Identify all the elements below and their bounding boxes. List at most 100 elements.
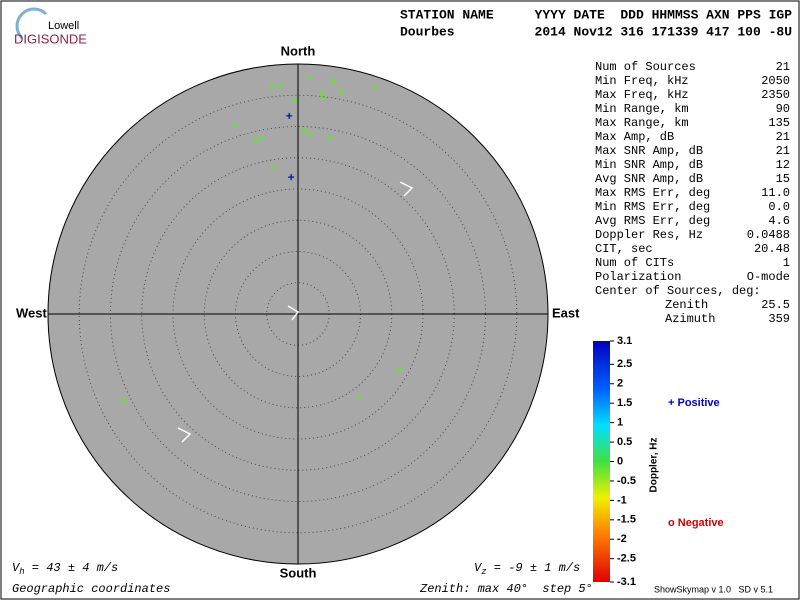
stat-value: 15: [776, 172, 790, 186]
source-negative: [307, 74, 313, 80]
center-value: 359: [768, 312, 790, 326]
compass-label: West: [16, 305, 47, 320]
stat-label: Max Amp, dB: [595, 130, 674, 144]
vz-text: = -9 ± 1 m/s: [487, 561, 581, 575]
source-negative: [330, 78, 336, 84]
stat-value: 21: [776, 130, 790, 144]
source-negative: [121, 397, 127, 403]
velocity-arrow: [399, 181, 414, 197]
stat-label: Min Range, km: [595, 102, 689, 116]
compass-label: North: [281, 43, 316, 58]
stat-label: Avg SNR Amp, dB: [595, 172, 703, 186]
source-negative: [327, 135, 333, 141]
source-negative: [232, 123, 238, 129]
stat-label: Min Freq, kHz: [595, 74, 689, 88]
header-value: 2014 Nov12 316 171339 417 100 -8U: [535, 24, 792, 39]
stat-value: 12: [776, 158, 790, 172]
legend-text: Positive: [677, 397, 719, 409]
source-negative: [277, 82, 283, 88]
colorbar-tick-label: 0.5: [617, 436, 632, 448]
stat-label: Avg RMS Err, deg: [595, 214, 710, 228]
source-negative: [321, 94, 327, 100]
header-label: STATION NAME: [400, 7, 494, 22]
source-negative: [292, 97, 298, 103]
colorbar-tick-label: 1.5: [617, 397, 632, 409]
footer-left: Geographic coordinates: [12, 582, 170, 596]
legend-text: Negative: [678, 517, 724, 529]
stat-value: 4.6: [768, 214, 790, 228]
center-value: 25.5: [761, 298, 790, 312]
colorbar-tick-label: -1.5: [617, 514, 636, 526]
stat-label: Max Range, km: [595, 116, 689, 130]
source-negative: [270, 164, 276, 170]
stat-label: Max SNR Amp, dB: [595, 144, 703, 158]
stat-label: Min SNR Amp, dB: [595, 158, 703, 172]
stat-label: Polarization: [595, 270, 681, 284]
vh-symbol: V: [12, 561, 21, 575]
compass-label: South: [280, 565, 317, 580]
stat-label: CIT, sec: [595, 242, 653, 256]
vh: Vh = 43 ± 4 m/s: [12, 561, 118, 577]
colorbar-tick-label: -0.5: [617, 475, 636, 487]
colorbar-tick-label: -3.1: [617, 576, 636, 588]
center-title: Center of Sources, deg:: [595, 284, 761, 298]
legend-positive: + Positive: [668, 397, 720, 409]
colorbar-label: Doppler, Hz: [649, 437, 660, 492]
source-negative: [307, 131, 313, 137]
logo-top: Lowell: [48, 20, 79, 32]
stat-value: 2350: [761, 88, 790, 102]
stat-value: 0.0488: [747, 228, 790, 242]
legend-negative: o Negative: [668, 517, 724, 529]
velocity-arrow: [287, 305, 300, 321]
source-negative: [253, 138, 259, 144]
compass-label: East: [552, 305, 580, 320]
stat-value: 21: [776, 60, 790, 74]
logo-bottom: DIGISONDE: [14, 31, 87, 46]
stat-value: 135: [768, 116, 790, 130]
stat-value: 20.48: [754, 242, 790, 256]
colorbar-tick-label: 3.1: [617, 335, 632, 347]
stat-label: Doppler Res, Hz: [595, 228, 703, 242]
source-negative: [397, 366, 403, 372]
source-negative: [319, 90, 325, 96]
source-negative: [301, 127, 307, 133]
stat-value: 0.0: [768, 200, 790, 214]
colorbar-tick-label: -2: [617, 533, 627, 545]
source-negative: [339, 89, 345, 95]
stat-value: 21: [776, 144, 790, 158]
vh-text: = 43 ± 4 m/s: [25, 561, 119, 575]
colorbar-tick-label: -2.5: [617, 553, 636, 565]
vz-symbol: V: [474, 561, 483, 575]
center-label: Zenith: [665, 298, 708, 312]
footer-zenith: Zenith: max 40° step 5°: [419, 582, 593, 596]
header-label: YYYY DATE DDD HHMMSS AXN PPS IGP: [535, 7, 793, 22]
velocity-arrow: [177, 427, 192, 443]
source-positive: [286, 112, 293, 119]
logo-arc: [15, 7, 48, 40]
stat-value: 90: [776, 102, 790, 116]
source-negative: [259, 135, 265, 141]
colorbar-tick-label: 2: [617, 378, 623, 390]
stat-value: 1: [783, 256, 790, 270]
stat-value: O-mode: [747, 270, 790, 284]
colorbar-tick-label: 2.5: [617, 358, 632, 370]
source-positive: [288, 174, 295, 181]
header-value: Dourbes: [400, 24, 455, 39]
stat-value: 2050: [761, 74, 790, 88]
vh-sub: h: [19, 567, 24, 577]
stat-label: Min RMS Err, deg: [595, 200, 710, 214]
stat-label: Max Freq, kHz: [595, 88, 689, 102]
vz: Vz = -9 ± 1 m/s: [474, 561, 580, 577]
stat-label: Num of CITs: [595, 256, 674, 270]
stat-label: Num of Sources: [595, 60, 696, 74]
colorbar-tick-label: 1: [617, 417, 623, 429]
colorbar: [593, 341, 610, 582]
source-negative: [357, 395, 363, 401]
colorbar-tick-label: 0: [617, 455, 623, 467]
vz-sub: z: [481, 567, 486, 577]
colorbar-tick-label: -1: [617, 494, 627, 506]
center-label: Azimuth: [665, 312, 715, 326]
footer-right: ShowSkymap v 1.0 SD v 5.1: [654, 584, 773, 594]
